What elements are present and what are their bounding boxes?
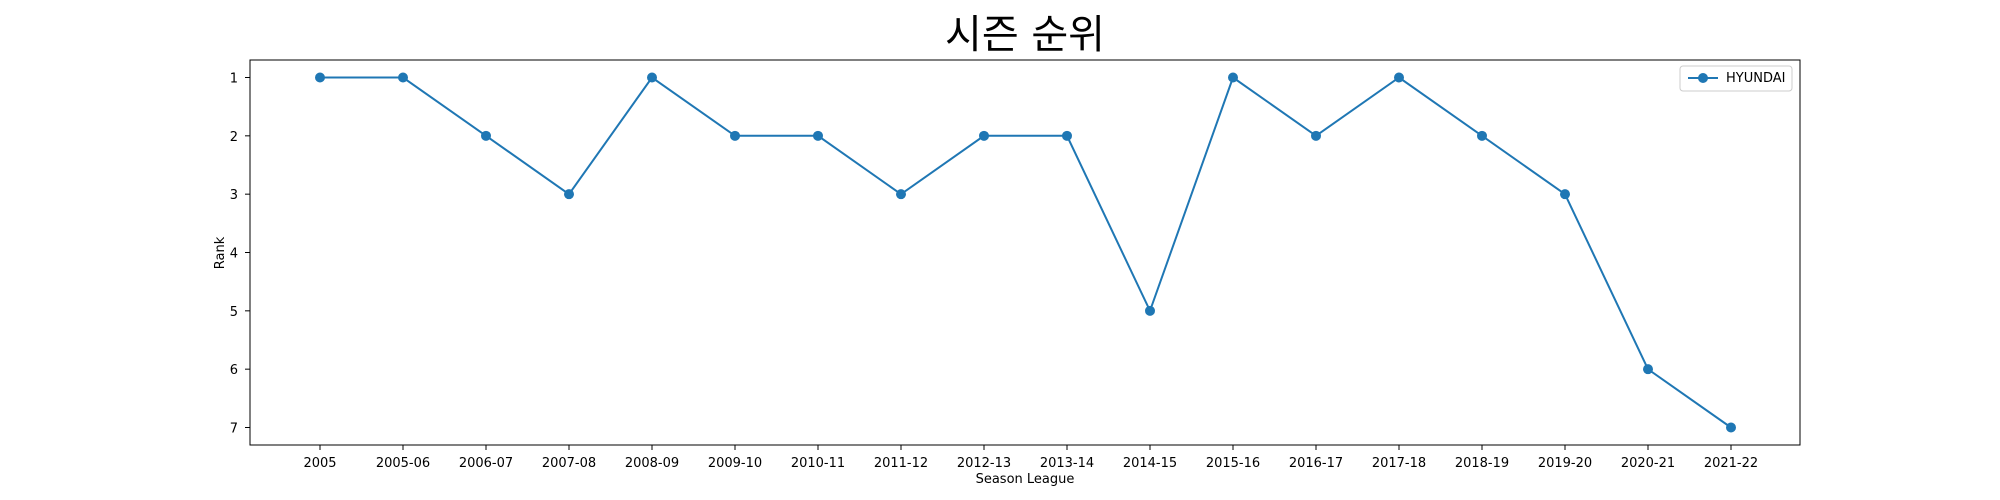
x-axis: 2005 2005-06 2006-07 2007-08 2008-09 2009-10 2… xyxy=(303,445,1758,471)
plot-area-frame xyxy=(249,59,1801,446)
y-axis: 1 2 3 4 5 6 7 xyxy=(230,72,250,437)
x-tick-label: 2005-06 xyxy=(376,456,430,471)
data-point xyxy=(1062,130,1072,141)
data-point xyxy=(1228,72,1238,83)
chart-title: 시즌 순위 xyxy=(945,12,1105,58)
x-tick-label: 2018-19 xyxy=(1455,456,1509,471)
x-tick-label: 2009-10 xyxy=(708,456,762,471)
x-tick-label: 2014-15 xyxy=(1123,456,1177,471)
series-markers xyxy=(315,72,1736,433)
data-point xyxy=(1643,364,1653,375)
y-tick-label: 1 xyxy=(230,72,238,87)
data-point xyxy=(1145,305,1155,316)
x-tick-label: 2016-17 xyxy=(1289,456,1343,471)
x-tick-label: 2010-11 xyxy=(791,456,845,471)
x-tick-label: 2006-07 xyxy=(459,456,513,471)
x-axis-label: Season League xyxy=(976,472,1075,487)
y-tick-label: 3 xyxy=(230,188,238,203)
legend-marker xyxy=(1698,73,1708,83)
data-point xyxy=(315,72,325,83)
x-tick-label: 2011-12 xyxy=(874,456,928,471)
x-tick-label: 2017-18 xyxy=(1372,456,1426,471)
data-point xyxy=(1560,189,1570,200)
data-point xyxy=(730,130,740,141)
data-point xyxy=(896,189,906,200)
x-tick-label: 2007-08 xyxy=(542,456,596,471)
data-point xyxy=(1394,72,1404,83)
y-tick-label: 4 xyxy=(230,247,238,262)
data-point xyxy=(647,72,657,83)
y-tick-label: 7 xyxy=(230,422,238,437)
legend-label-hyundai: HYUNDAI xyxy=(1726,71,1785,86)
y-tick-label: 6 xyxy=(230,363,238,378)
data-point xyxy=(979,130,989,141)
data-point xyxy=(1726,422,1736,433)
x-tick-label: 2013-14 xyxy=(1040,456,1094,471)
x-tick-label: 2019-20 xyxy=(1538,456,1592,471)
x-tick-label: 2005 xyxy=(303,456,336,471)
data-point xyxy=(1477,130,1487,141)
y-tick-label: 2 xyxy=(230,130,238,145)
data-point xyxy=(481,130,491,141)
data-point xyxy=(813,130,823,141)
x-tick-label: 2020-21 xyxy=(1621,456,1675,471)
y-axis-label: Rank xyxy=(213,236,228,269)
legend: HYUNDAI xyxy=(1679,65,1793,92)
x-tick-label: 2015-16 xyxy=(1206,456,1260,471)
y-tick-label: 5 xyxy=(230,305,238,320)
data-point xyxy=(1311,130,1321,141)
data-point xyxy=(564,189,574,200)
data-point xyxy=(398,72,408,83)
x-tick-label: 2008-09 xyxy=(625,456,679,471)
x-tick-label: 2021-22 xyxy=(1704,456,1758,471)
legend-box xyxy=(1679,65,1793,92)
series-line-hyundai xyxy=(320,75,1732,429)
x-tick-label: 2012-13 xyxy=(957,456,1011,471)
